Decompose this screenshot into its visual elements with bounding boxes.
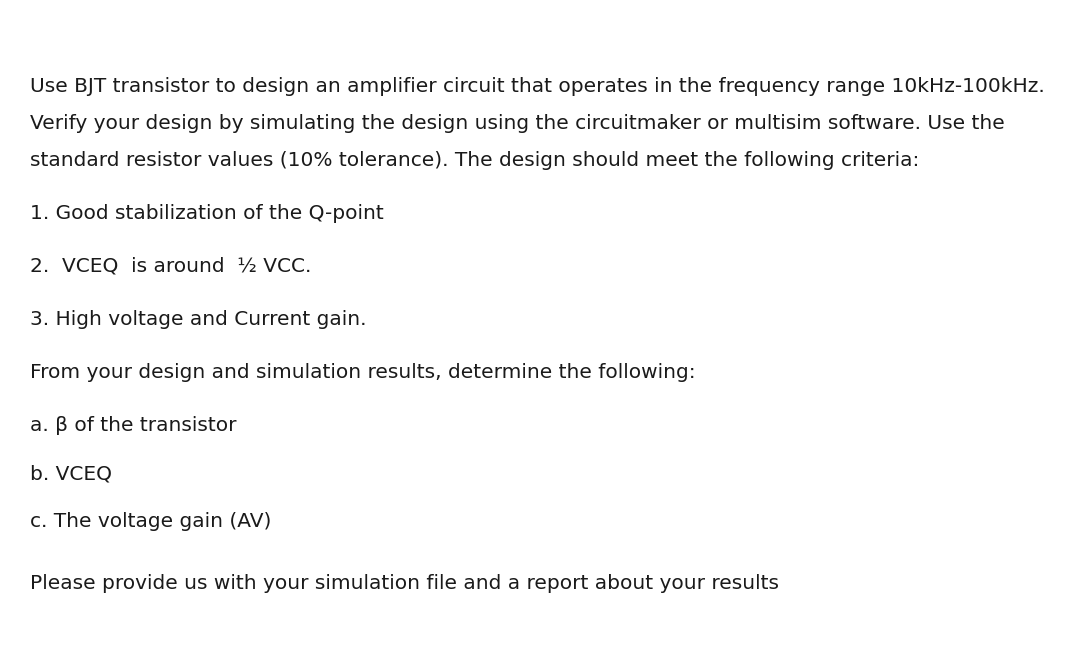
- Text: b. VCEQ: b. VCEQ: [30, 464, 112, 483]
- Text: c. The voltage gain (AV): c. The voltage gain (AV): [30, 512, 271, 531]
- Text: a. β of the transistor: a. β of the transistor: [30, 416, 237, 435]
- Text: 1. Good stabilization of the Q-point: 1. Good stabilization of the Q-point: [30, 204, 383, 223]
- Text: Use BJT transistor to design an amplifier circuit that operates in the frequency: Use BJT transistor to design an amplifie…: [30, 77, 1044, 96]
- Text: From your design and simulation results, determine the following:: From your design and simulation results,…: [30, 363, 696, 382]
- Text: Verify your design by simulating the design using the circuitmaker or multisim s: Verify your design by simulating the des…: [30, 114, 1004, 133]
- Text: 3. High voltage and Current gain.: 3. High voltage and Current gain.: [30, 310, 366, 329]
- Text: 2.  VCEQ  is around  ½ VCC.: 2. VCEQ is around ½ VCC.: [30, 257, 311, 276]
- Text: Please provide us with your simulation file and a report about your results: Please provide us with your simulation f…: [30, 574, 779, 593]
- Text: standard resistor values (10% tolerance). The design should meet the following c: standard resistor values (10% tolerance)…: [30, 151, 919, 170]
